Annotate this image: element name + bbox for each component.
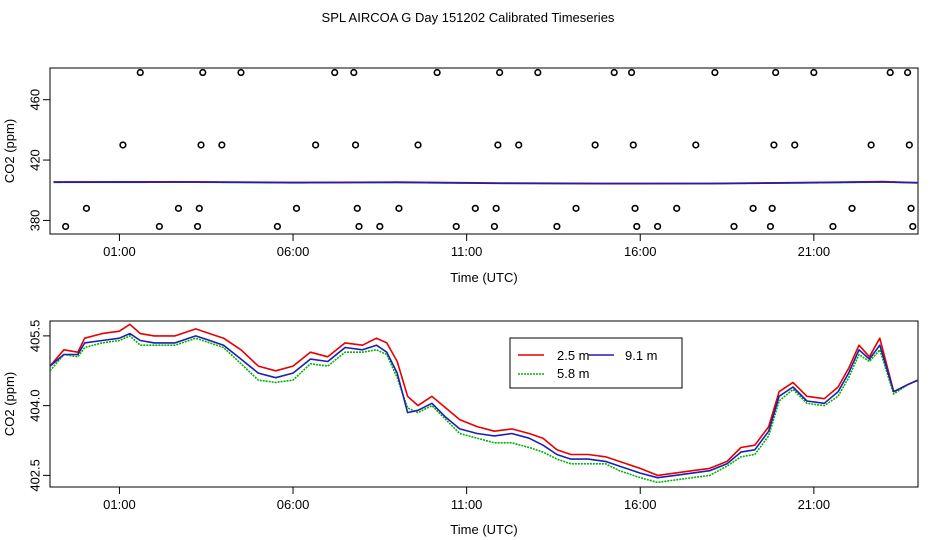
data-point <box>395 204 403 212</box>
data-point <box>62 222 70 231</box>
data-point <box>534 68 542 77</box>
data-point <box>770 141 778 149</box>
data-point <box>515 141 523 149</box>
data-point <box>355 222 363 231</box>
top-y-axis-label: CO2 (ppm) <box>2 119 17 183</box>
data-point <box>629 141 637 149</box>
x-tick-label: 16:00 <box>624 244 657 259</box>
data-point <box>353 204 361 212</box>
data-point <box>195 204 203 212</box>
x-tick-label: 06:00 <box>277 497 310 512</box>
data-point <box>174 204 183 212</box>
data-point <box>433 68 441 77</box>
x-tick-label: 16:00 <box>624 497 657 512</box>
legend-box <box>509 337 683 389</box>
x-tick-label: 11:00 <box>451 244 483 259</box>
data-point <box>292 204 301 212</box>
data-point <box>730 222 738 231</box>
bottom-panel: Time (UTC) CO2 (ppm) 2.5 m 5.8 m 9.1 m 0… <box>2 320 919 537</box>
data-point <box>572 204 580 212</box>
data-point <box>496 68 504 77</box>
y-tick-label: 380 <box>27 210 42 232</box>
data-point <box>905 141 913 149</box>
legend-label-9-1m: 9.1 m <box>625 348 658 363</box>
legend-label-5-8m: 5.8 m <box>557 366 590 381</box>
data-point <box>490 222 499 231</box>
data-point <box>766 222 775 231</box>
data-point <box>494 141 502 149</box>
chart-title: SPL AIRCOA G Day 151202 Calibrated Times… <box>322 10 615 25</box>
data-point <box>199 68 207 77</box>
data-point <box>903 68 912 77</box>
series-group <box>50 323 918 484</box>
data-point <box>909 222 917 231</box>
x-tick-label: 11:00 <box>451 497 483 512</box>
series-line-s2 <box>50 335 918 484</box>
data-point <box>471 204 479 212</box>
data-point <box>376 222 384 231</box>
data-point <box>711 68 719 77</box>
top-x-axis-label: Time (UTC) <box>450 270 517 285</box>
data-point <box>886 68 894 77</box>
data-point <box>692 141 700 149</box>
x-tick-label: 01:00 <box>103 497 136 512</box>
data-point <box>82 204 91 212</box>
data-point <box>749 204 757 212</box>
data-point <box>492 204 500 212</box>
data-point <box>772 68 780 77</box>
data-point <box>452 222 460 231</box>
x-tick-label: 21:00 <box>798 244 831 259</box>
y-tick-label: 404.0 <box>27 389 42 422</box>
series-line-s3 <box>50 332 918 479</box>
data-point <box>673 204 681 212</box>
data-point <box>591 141 599 149</box>
bottom-x-axis-label: Time (UTC) <box>450 522 517 537</box>
x-tick-label: 06:00 <box>277 244 310 259</box>
data-point <box>907 204 915 212</box>
data-point <box>631 204 639 212</box>
x-tick-label: 21:00 <box>798 497 831 512</box>
data-point <box>237 68 245 77</box>
data-point <box>829 222 837 231</box>
data-point <box>119 141 127 149</box>
bottom-y-axis-label: CO2 (ppm) <box>2 372 17 436</box>
top-plot-frame <box>49 67 919 235</box>
y-tick-label: 460 <box>27 89 42 111</box>
data-point <box>331 68 339 77</box>
series-line-s3 <box>53 181 918 185</box>
data-point <box>627 68 636 77</box>
top-panel: Time (UTC) CO2 (ppm) 01:00 06:00 11:00 16:0… <box>2 67 919 285</box>
data-point <box>218 141 226 149</box>
x-tick-label: 01:00 <box>103 244 136 259</box>
data-point <box>350 68 358 77</box>
y-tick-label: 420 <box>27 149 42 171</box>
data-point <box>768 204 776 212</box>
y-tick-label: 405.5 <box>27 320 42 353</box>
data-point <box>610 68 618 77</box>
series-line-s1 <box>50 323 918 477</box>
data-point <box>136 68 144 77</box>
data-point <box>653 222 662 231</box>
bottom-plot-frame <box>49 320 919 488</box>
data-point <box>848 204 856 212</box>
legend-label-2-5m: 2.5 m <box>557 348 590 363</box>
series-group <box>53 180 918 185</box>
data-point <box>312 141 320 149</box>
data-point <box>553 222 561 231</box>
data-point <box>193 222 202 231</box>
data-point <box>633 222 641 231</box>
data-point <box>791 141 799 149</box>
data-point <box>867 141 875 149</box>
data-point <box>273 222 282 231</box>
data-point <box>155 222 163 231</box>
data-point <box>810 68 818 77</box>
data-point <box>197 141 205 149</box>
data-point <box>414 141 422 149</box>
y-tick-label: 402.5 <box>27 459 42 492</box>
legend: 2.5 m 5.8 m 9.1 m <box>509 337 683 389</box>
data-point <box>351 141 360 149</box>
